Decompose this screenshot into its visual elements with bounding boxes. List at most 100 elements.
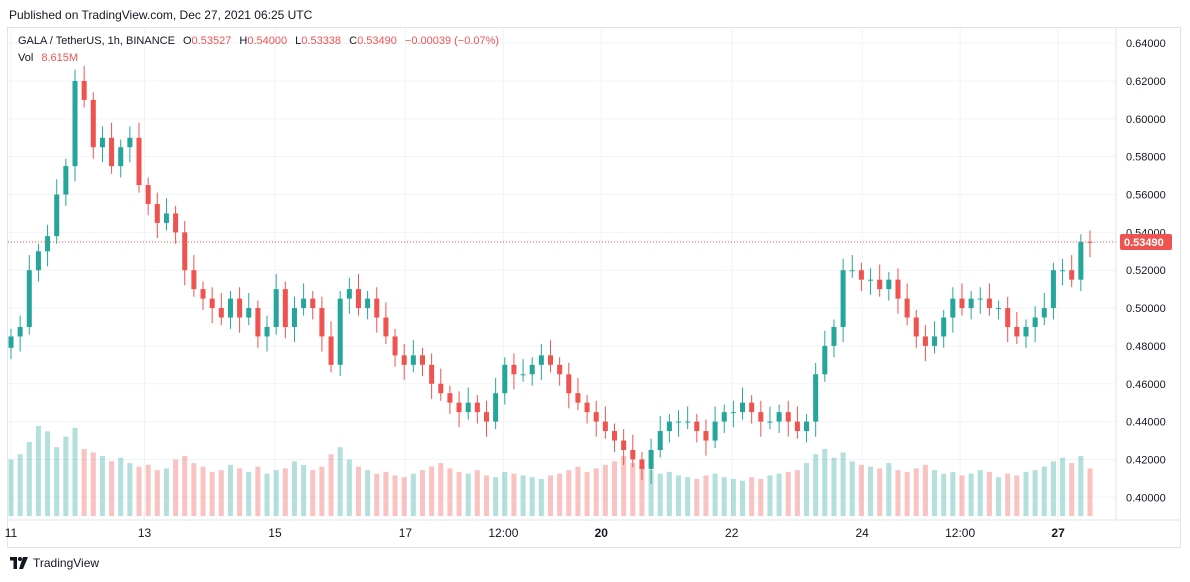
y-tick-label: 0.40000 <box>1126 492 1166 504</box>
candle-body <box>904 298 910 318</box>
volume-bar <box>109 461 115 516</box>
candle-body <box>630 449 636 460</box>
volume-bar <box>483 475 490 516</box>
candle-body <box>26 270 32 327</box>
volume-bar <box>557 473 563 516</box>
candle-body <box>1087 241 1093 243</box>
candle-body <box>1032 317 1038 327</box>
volume-bar <box>45 431 51 516</box>
volume-bar <box>1069 463 1075 516</box>
candle-body <box>237 298 243 318</box>
volume-bar <box>813 454 819 516</box>
open-key: O <box>182 35 192 47</box>
volume-bar <box>401 477 407 516</box>
volume-bar <box>227 464 233 516</box>
candle-body <box>273 289 279 327</box>
ohlc-legend: GALA / TetherUS, 1h, BINANCE O0.53527 H0… <box>18 35 499 47</box>
y-tick-label: 0.42000 <box>1126 454 1166 466</box>
candle-body <box>566 374 572 394</box>
candle-body <box>840 270 846 327</box>
candle-body <box>218 308 224 318</box>
candle-body <box>730 412 736 414</box>
volume-bar <box>237 468 243 516</box>
candle-body <box>209 298 215 309</box>
candle-body <box>456 402 462 413</box>
volume-bar <box>886 463 892 516</box>
volume-bar <box>520 475 526 516</box>
volume-bar <box>163 468 169 516</box>
tradingview-logo-icon[interactable] <box>10 557 28 569</box>
x-tick-label: 20 <box>595 526 609 540</box>
last-price-label: 0.53490 <box>1124 237 1164 249</box>
volume-bar <box>273 470 279 516</box>
volume-bar <box>365 470 371 516</box>
candle-body <box>959 298 965 309</box>
volume-bar <box>328 454 334 516</box>
last-price-badge: 0.53490 <box>1120 234 1172 251</box>
candle-body <box>355 289 361 309</box>
open-value: 0.53527 <box>191 35 232 47</box>
volume-bar <box>694 478 700 516</box>
candle-body <box>118 147 124 167</box>
volume-bar <box>968 473 974 516</box>
candle-body <box>1060 270 1066 272</box>
volume-bar <box>584 471 590 516</box>
candle-body <box>794 421 800 432</box>
candle-body <box>593 412 599 422</box>
candle-body <box>822 345 828 375</box>
volume-bar <box>447 468 453 516</box>
volume-bar <box>566 470 572 516</box>
volume-bar <box>337 447 343 516</box>
volume-bar <box>639 466 645 516</box>
volume-bar <box>26 441 32 516</box>
volume-bar <box>173 459 179 516</box>
volume-bar <box>849 461 855 516</box>
volume-bar <box>941 473 947 516</box>
volume-bar <box>246 471 252 516</box>
candle-body <box>520 374 526 376</box>
volume-bar <box>429 466 435 516</box>
volume-bar <box>904 471 910 516</box>
y-tick-label: 0.56000 <box>1126 190 1166 202</box>
x-tick-label: 12:00 <box>945 526 975 540</box>
volume-bar <box>8 459 14 516</box>
volume-bar <box>136 466 142 516</box>
footer-brand[interactable]: TradingView <box>33 556 100 570</box>
candle-body <box>547 355 554 365</box>
candle-body <box>776 412 782 422</box>
candle-body <box>136 137 142 186</box>
volume-bar <box>831 457 837 516</box>
volume-key: Vol <box>18 52 34 64</box>
volume-bar <box>712 473 718 516</box>
candle-body <box>99 137 105 148</box>
volume-bar <box>1014 475 1020 516</box>
candle-body <box>72 80 78 167</box>
y-tick-label: 0.62000 <box>1126 76 1166 88</box>
candle-body <box>584 402 590 413</box>
candle-body <box>575 393 581 403</box>
volume-bar <box>776 473 782 516</box>
volume-bar <box>1050 461 1056 516</box>
volume-bar <box>1005 473 1011 516</box>
volume-bar <box>913 468 919 516</box>
candle-body <box>804 421 810 432</box>
symbol-label[interactable]: GALA / TetherUS, 1h, BINANCE <box>18 35 175 47</box>
candle-body <box>291 308 297 327</box>
candle-body <box>365 298 371 309</box>
volume-bar <box>547 475 554 516</box>
x-tick-label: 15 <box>268 526 282 540</box>
volume-legend: Vol 8.615M <box>18 52 78 64</box>
volume-bar <box>456 471 462 516</box>
y-tick-label: 0.52000 <box>1126 265 1166 277</box>
volume-bar <box>1078 456 1084 516</box>
volume-bar <box>996 477 1002 516</box>
volume-bar <box>90 452 96 516</box>
volume-bar <box>264 473 270 516</box>
candle-body <box>986 298 992 309</box>
volume-bar <box>35 426 41 516</box>
volume-bar <box>703 475 709 516</box>
candle-body <box>419 355 425 365</box>
candle-body <box>621 440 627 450</box>
candle-body <box>849 270 855 272</box>
